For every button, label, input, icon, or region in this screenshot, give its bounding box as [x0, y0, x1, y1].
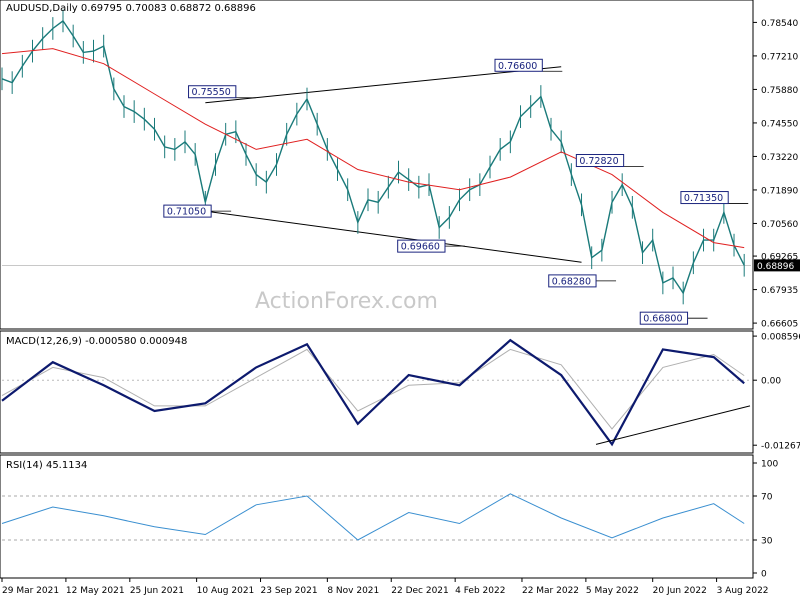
macd-tick-label: 0.00 [761, 377, 781, 387]
channel-lower-line [205, 210, 582, 263]
rsi-plot: 100 70 30 0 [1, 460, 778, 580]
macd-trendline [595, 405, 751, 445]
macd-panel [0, 330, 754, 454]
x-tick-label: 10 Aug 2021 [197, 586, 255, 596]
annotation-label: 0.76600 [498, 61, 537, 72]
annotation-label: 0.69660 [401, 242, 440, 253]
moving-average-line [1, 48, 745, 249]
current-price-label: 0.68896 [757, 262, 794, 272]
macd-plot: 0.008596 0.00 -0.01267 [1, 333, 800, 452]
current-price-box [754, 259, 800, 272]
price-panel [0, 0, 754, 330]
annotation-box [639, 311, 689, 325]
annotation-box [188, 85, 237, 99]
rsi-label: RSI(14) 45.1134 [6, 460, 87, 471]
annotation-box [163, 204, 212, 218]
price-tick-label: 0.75880 [761, 86, 798, 96]
x-tick-label: 12 May 2021 [66, 586, 125, 596]
x-tick-label: 3 Aug 2022 [717, 586, 769, 596]
watermark: ActionForex.com [255, 289, 438, 314]
annotation-label: 0.68280 [552, 276, 591, 287]
x-tick-label: 22 Mar 2022 [522, 586, 579, 596]
x-tick-label: 23 Sep 2021 [261, 586, 318, 596]
price-tick-label: 0.74550 [761, 119, 798, 129]
macd-label: MACD(12,26,9) -0.000580 0.000948 [6, 336, 187, 347]
rsi-tick-label: 100 [761, 460, 778, 470]
x-tick-label: 20 Jun 2022 [653, 586, 707, 596]
annotation-box [680, 191, 729, 205]
annotation-label: 0.75550 [192, 87, 231, 98]
price-tick-label: 0.78540 [761, 19, 798, 29]
rsi-panel [0, 454, 754, 579]
price-plot: 0.78540 0.77210 0.75880 0.74550 0.73220 0.718… [1, 9, 800, 330]
rsi-tick-label: 30 [761, 537, 773, 547]
annotation-box [397, 239, 446, 253]
x-tick-label: 5 May 2022 [586, 586, 639, 596]
x-tick-label: 8 Nov 2021 [327, 586, 379, 596]
annotation-label: 0.66800 [643, 314, 682, 325]
price-tick-label: 0.67935 [761, 286, 798, 296]
chart-header: AUDUSD,Daily 0.69795 0.70083 0.68872 0.6… [6, 3, 256, 14]
rsi-line [1, 493, 745, 541]
macd-tick-label: 0.008596 [761, 333, 800, 343]
price-tick-label: 0.70560 [761, 220, 798, 230]
price-series-line [1, 19, 745, 295]
x-tick-label: 29 Mar 2021 [2, 586, 59, 596]
annotation-label: 0.71050 [167, 207, 206, 218]
symbol-label: AUDUSD,Daily [6, 3, 78, 14]
rsi-tick-label: 0 [761, 570, 767, 580]
annotation-box [548, 274, 597, 288]
price-tick-label: 0.77210 [761, 52, 798, 62]
annotation-box [494, 58, 543, 72]
price-tick-label: 0.73220 [761, 153, 798, 163]
price-tick-label: 0.66605 [761, 320, 798, 330]
price-tick-label: 0.71890 [761, 186, 798, 196]
x-tick-label: 22 Dec 2021 [391, 586, 449, 596]
annotation-label: 0.72820 [579, 156, 618, 167]
ohlc-values: 0.69795 0.70083 0.68872 0.68896 [80, 3, 256, 14]
x-tick-label: 25 Jun 2021 [130, 586, 184, 596]
macd-tick-label: -0.01267 [761, 442, 800, 452]
x-axis: 29 Mar 2021 12 May 2021 25 Jun 2021 10 Aug … [1, 578, 769, 596]
annotation-box [575, 154, 625, 168]
price-tick-label: 0.69265 [761, 253, 798, 263]
macd-line [1, 338, 745, 447]
x-tick-label: 4 Feb 2022 [455, 586, 505, 596]
annotation-label: 0.71350 [684, 193, 723, 204]
rsi-tick-label: 70 [761, 493, 773, 503]
channel-upper-line [205, 66, 562, 104]
